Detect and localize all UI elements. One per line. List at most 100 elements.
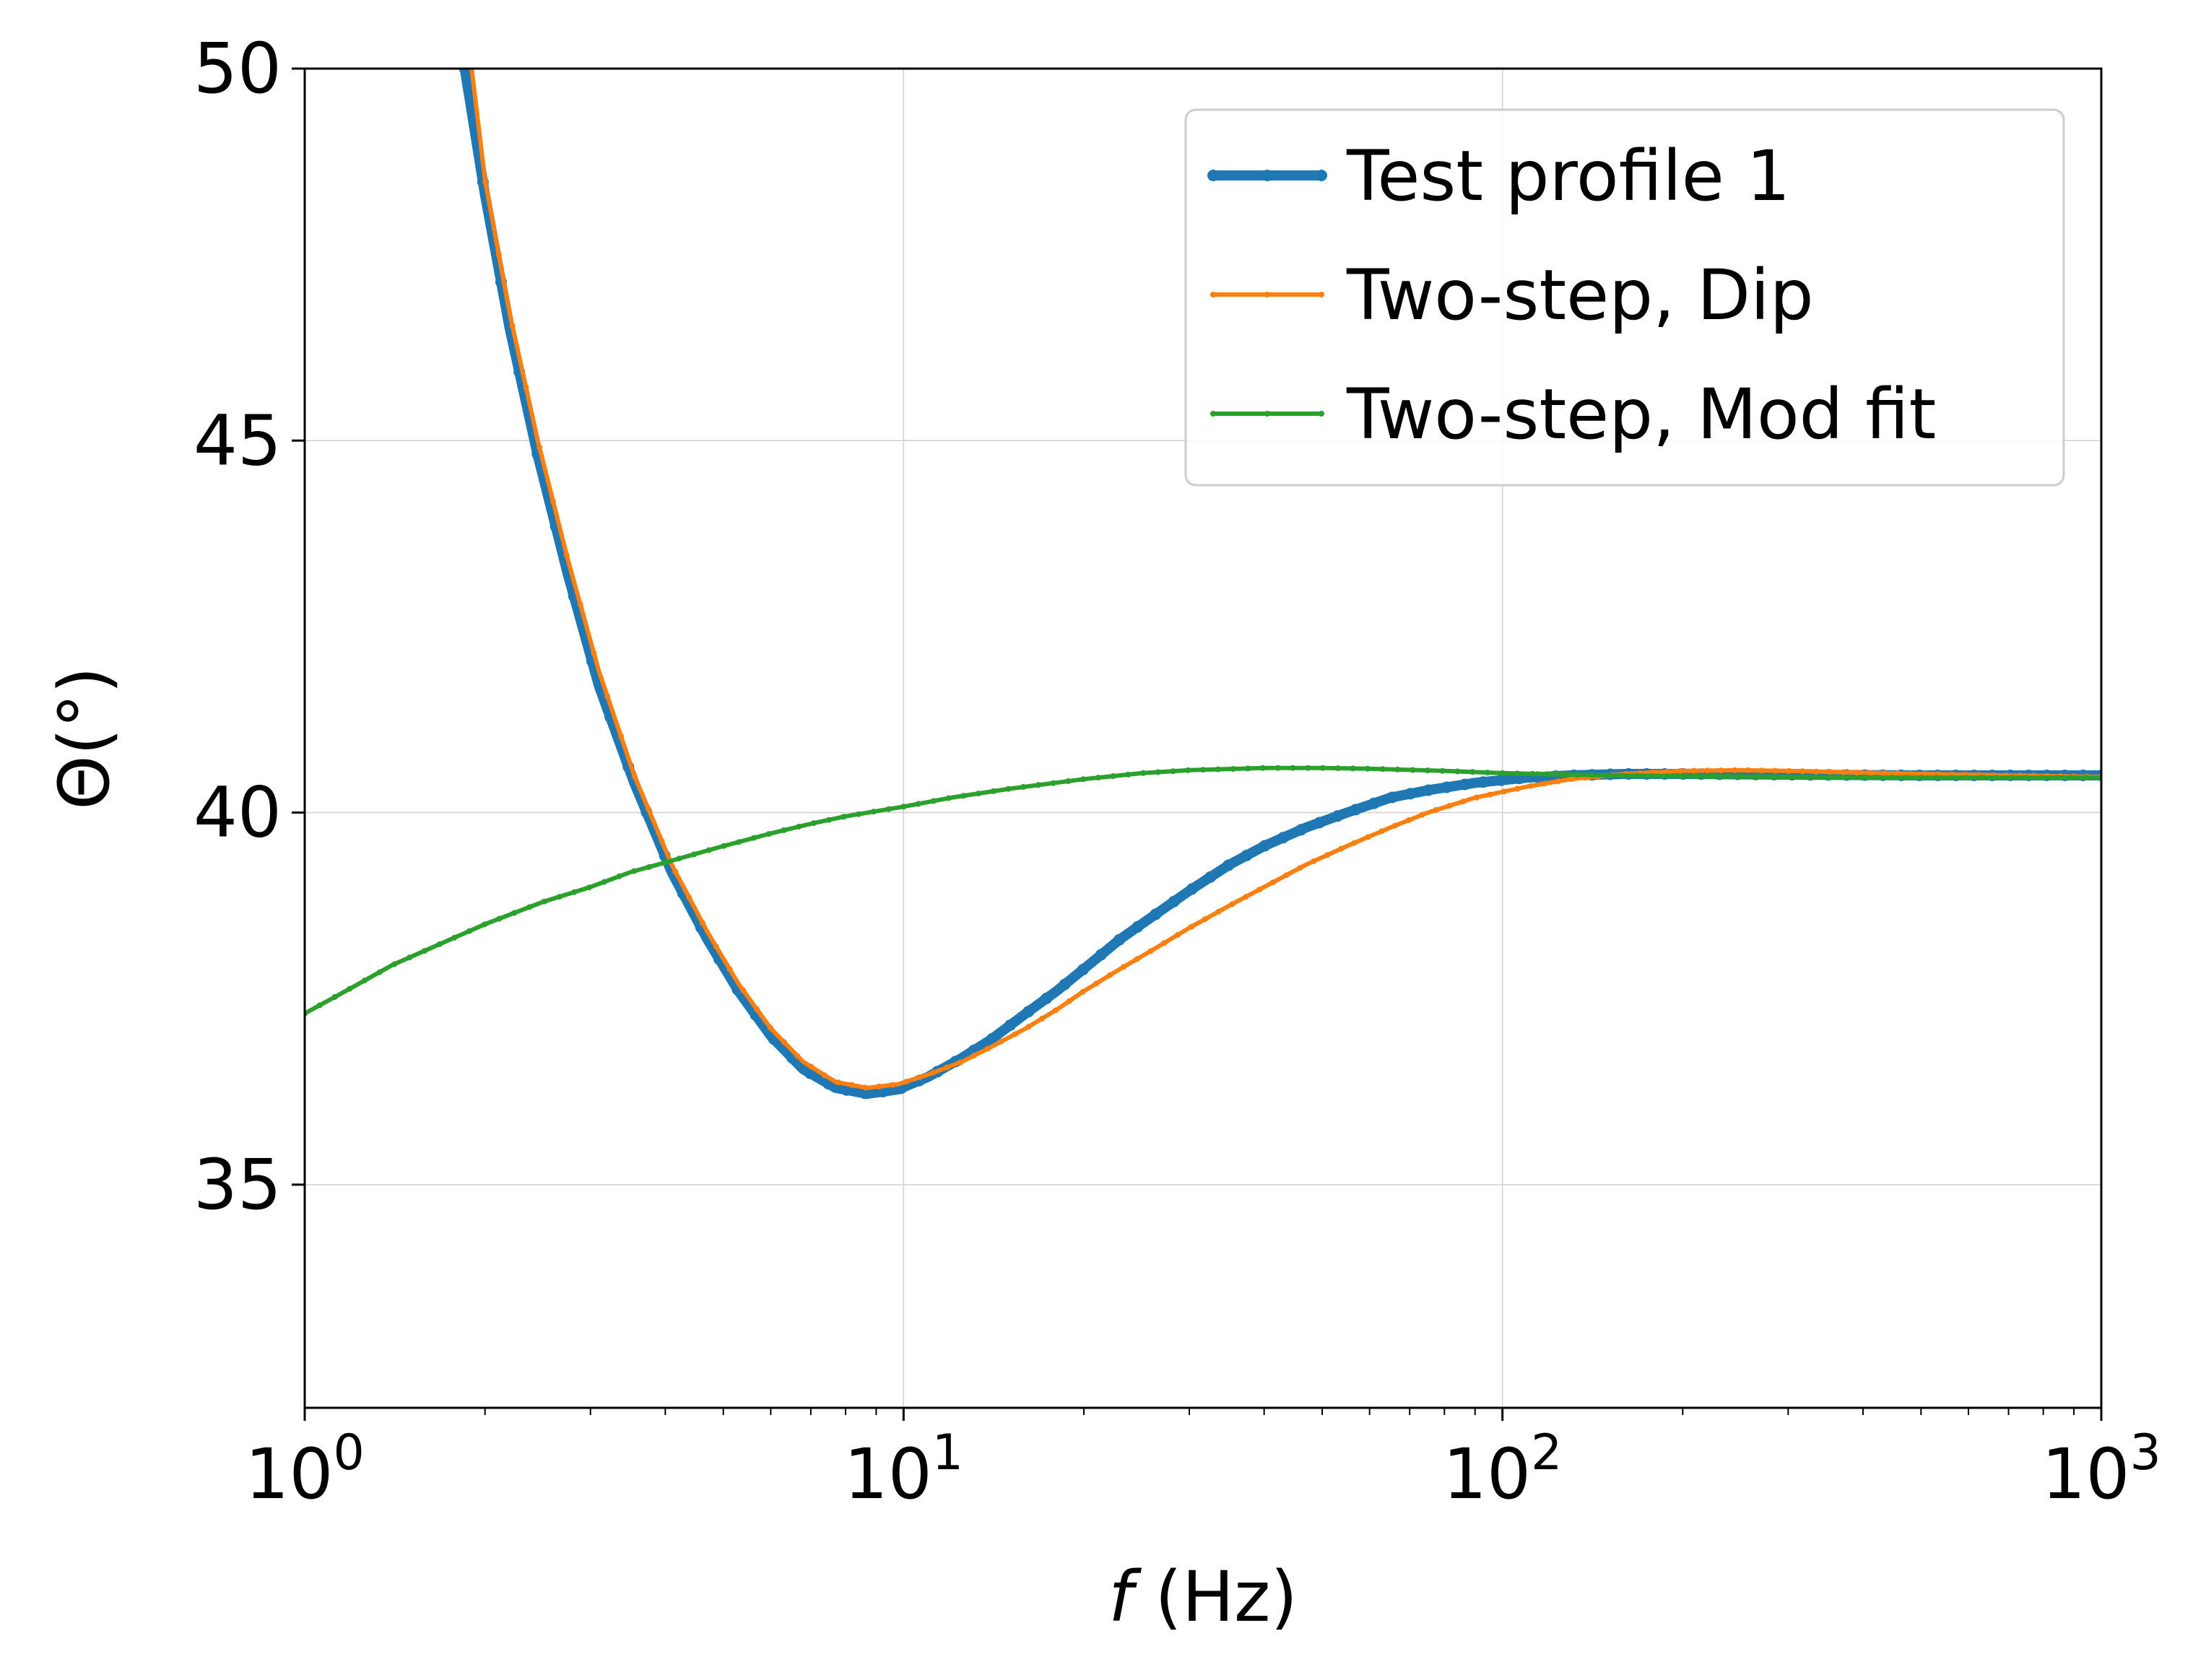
series-layer — [305, 69, 2101, 1100]
series-marker — [1619, 772, 1625, 779]
series-marker — [482, 178, 488, 185]
series-marker — [1724, 773, 1730, 780]
series-marker — [1080, 776, 1087, 783]
series-marker — [1386, 791, 1398, 804]
series-marker — [1754, 773, 1760, 780]
series-marker — [1155, 769, 1161, 775]
series-marker — [1679, 773, 1685, 779]
series-marker — [676, 856, 682, 862]
series-marker — [1035, 782, 1041, 788]
series-marker — [537, 445, 543, 451]
series-marker — [1874, 774, 1880, 780]
series-marker — [511, 910, 518, 916]
series-marker — [1379, 766, 1386, 772]
series-marker — [1784, 774, 1790, 780]
series-marker — [1813, 768, 1820, 775]
series-marker — [1894, 770, 1901, 777]
series-marker — [347, 985, 353, 992]
series-marker — [496, 915, 503, 922]
series-marker — [481, 921, 487, 928]
series-marker — [859, 1087, 871, 1100]
series-marker — [509, 323, 516, 329]
series-marker — [1459, 778, 1471, 791]
series-marker — [436, 941, 443, 947]
series-marker — [1745, 767, 1751, 773]
series-marker — [1012, 1031, 1018, 1037]
series-marker — [841, 814, 847, 820]
series-marker — [1425, 767, 1430, 774]
series-marker — [825, 817, 832, 823]
series-marker — [659, 838, 665, 844]
series-marker — [1259, 765, 1266, 771]
series-marker — [1185, 767, 1191, 773]
series-marker — [1484, 770, 1490, 776]
series-marker — [1828, 774, 1835, 780]
series-marker — [1487, 791, 1493, 798]
series-marker — [1215, 908, 1222, 915]
series-marker — [1274, 765, 1281, 771]
series-marker — [523, 384, 529, 391]
legend-swatch-marker — [1316, 170, 1327, 181]
series-marker — [2053, 775, 2059, 781]
series-marker — [1514, 785, 1521, 792]
series-marker — [998, 1038, 1004, 1045]
series-marker — [1297, 865, 1303, 871]
series-marker — [2068, 775, 2075, 781]
series-marker — [1305, 765, 1311, 771]
series-marker — [767, 1024, 773, 1031]
axis-ticks: 35 40 45 50 100 101 102 103 — [194, 28, 2161, 1515]
series-marker — [1077, 964, 1089, 975]
series-marker — [1080, 988, 1086, 995]
series-marker — [1514, 770, 1521, 777]
series-marker — [835, 1079, 841, 1086]
series-marker — [754, 1006, 760, 1012]
series-marker — [1948, 775, 1955, 781]
series-marker — [1170, 768, 1176, 775]
series-marker — [903, 1079, 909, 1085]
series-marker — [1394, 766, 1401, 772]
y-tick-label: 35 — [194, 1144, 282, 1225]
series-marker — [1269, 879, 1276, 886]
series-marker — [1039, 1015, 1046, 1022]
series-marker — [1433, 807, 1439, 813]
series-marker — [1161, 940, 1168, 946]
series-marker — [1664, 772, 1670, 779]
series-marker — [571, 889, 578, 895]
series-marker — [1204, 871, 1217, 883]
series-marker — [563, 552, 570, 559]
series-marker — [885, 806, 892, 812]
series-marker — [1469, 769, 1476, 775]
series-marker — [971, 1053, 977, 1058]
series-marker — [618, 734, 625, 739]
y-tick-label: 40 — [194, 772, 282, 853]
series-marker — [781, 1039, 787, 1045]
series-marker — [1649, 772, 1655, 779]
series-marker — [1150, 908, 1162, 920]
series-marker — [1311, 858, 1317, 864]
series-marker — [1405, 817, 1412, 823]
series-marker — [1095, 949, 1107, 961]
series-marker — [591, 650, 597, 656]
series-marker — [1022, 1006, 1035, 1018]
series-marker — [1132, 920, 1144, 933]
series-marker — [1544, 771, 1550, 778]
series-marker — [451, 934, 458, 941]
series-marker — [1867, 770, 1874, 776]
series-marker — [1041, 992, 1053, 1004]
series-marker — [1993, 775, 1999, 781]
series-marker — [1758, 767, 1765, 774]
series-marker — [1107, 972, 1113, 978]
series-marker — [1066, 998, 1072, 1004]
series-marker — [1419, 811, 1425, 818]
series-marker — [1528, 783, 1534, 789]
series-marker — [957, 1059, 964, 1066]
series-marker — [672, 869, 679, 875]
series-marker — [1786, 767, 1792, 774]
x-tick-label: 100 — [245, 1424, 364, 1515]
series-marker — [646, 863, 652, 870]
y-axis-label: Θ(°) — [44, 666, 125, 809]
series-marker — [1460, 798, 1467, 805]
series-marker — [1574, 772, 1581, 778]
series-marker — [1295, 824, 1307, 836]
series-marker — [1202, 916, 1208, 923]
